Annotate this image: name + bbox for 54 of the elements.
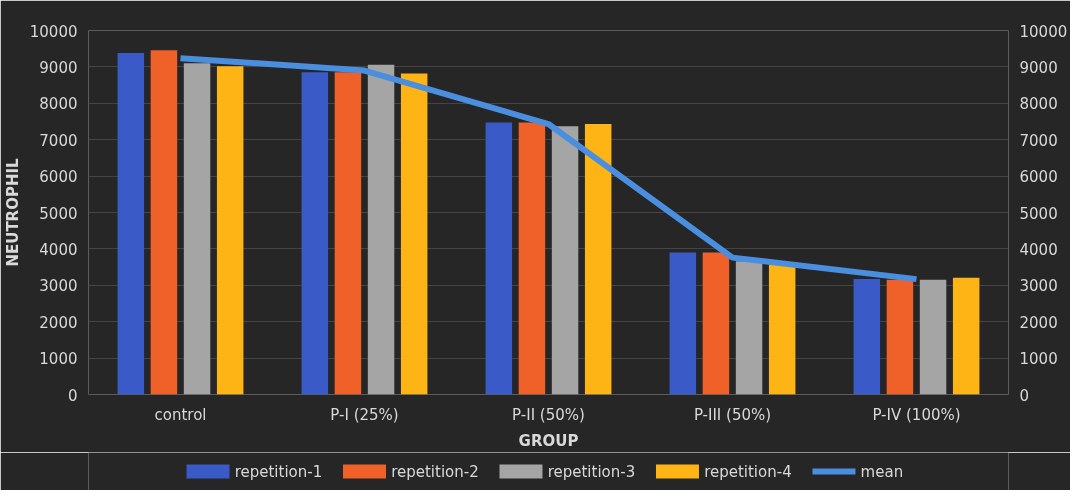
y2-tick-label: 4000	[1019, 240, 1058, 259]
y-tick-label: 10000	[29, 22, 78, 41]
bar	[886, 279, 914, 395]
bar	[919, 279, 947, 395]
legend-label: repetition-4	[704, 462, 792, 481]
x-tick-label: P-IV (100%)	[872, 405, 961, 424]
bar	[301, 72, 329, 395]
bar	[485, 122, 513, 395]
y-axis-title: NEUTROPHIL	[3, 157, 22, 267]
y2-tick-label: 3000	[1019, 277, 1058, 296]
y-tick-label: 5000	[39, 204, 78, 223]
legend-label: repetition-2	[391, 462, 479, 481]
y2-tick-label: 7000	[1019, 131, 1058, 150]
y2-tick-label: 6000	[1019, 168, 1058, 187]
y2-tick-label: 8000	[1019, 95, 1058, 114]
y2-tick-label: 2000	[1019, 313, 1058, 332]
y-tick-label: 2000	[39, 313, 78, 332]
y2-tick-label: 10000	[1019, 22, 1068, 41]
y-tick-label: 4000	[39, 240, 78, 259]
bar	[150, 50, 178, 395]
x-tick-label: P-II (50%)	[512, 405, 585, 424]
x-tick-label: control	[154, 405, 207, 424]
x-axis-title: GROUP	[518, 431, 579, 450]
y-tick-label: 0	[67, 386, 78, 405]
legend-label: repetition-1	[234, 462, 323, 481]
y-tick-label: 9000	[39, 58, 78, 77]
bar	[367, 64, 395, 395]
bar	[216, 66, 244, 395]
y-tick-label: 6000	[39, 168, 78, 187]
y-tick-label: 3000	[39, 277, 78, 296]
y-tick-label: 8000	[39, 95, 78, 114]
bar	[117, 53, 145, 395]
y2-tick-label: 9000	[1019, 58, 1058, 77]
y-tick-label: 1000	[39, 350, 78, 369]
y2-tick-label: 0	[1019, 386, 1030, 405]
bar	[400, 73, 428, 395]
bar	[584, 124, 612, 395]
bar	[735, 261, 763, 395]
bar	[334, 72, 362, 395]
bar	[669, 252, 697, 395]
x-tick-label: P-III (50%)	[693, 405, 772, 424]
y2-tick-label: 5000	[1019, 204, 1058, 223]
bar	[551, 126, 579, 395]
bar	[518, 122, 546, 395]
bar	[702, 252, 730, 395]
bar	[853, 279, 881, 395]
legend-label: repetition-3	[547, 462, 636, 481]
legend-label: mean	[860, 462, 904, 481]
bar	[768, 264, 796, 395]
bar	[183, 63, 211, 395]
x-tick-label: P-I (25%)	[330, 405, 399, 424]
bar	[952, 277, 980, 395]
y-tick-label: 7000	[39, 131, 78, 150]
y2-tick-label: 1000	[1019, 350, 1058, 369]
